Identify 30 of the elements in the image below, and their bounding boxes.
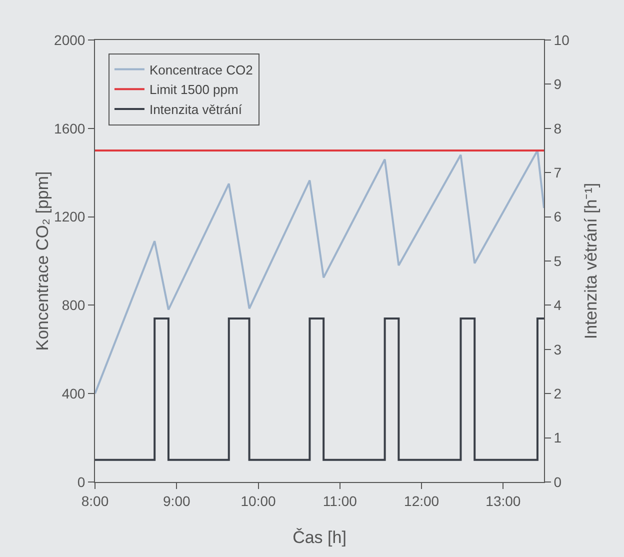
y2-tick-label: 3 — [554, 341, 562, 358]
x-tick-label: 9:00 — [163, 492, 190, 509]
x-tick-label: 13:00 — [486, 492, 521, 509]
y2-tick-label: 9 — [554, 76, 562, 92]
y2-tick-label: 1 — [554, 430, 562, 446]
legend-label: Limit 1500 ppm — [149, 82, 238, 98]
y2-axis-title: Intenzita větrání [h⁻¹] — [582, 182, 600, 340]
y-tick-label: 400 — [62, 386, 86, 402]
y2-tick-label: 5 — [554, 252, 562, 269]
x-tick-label: 11:00 — [322, 492, 358, 509]
y2-tick-label: 8 — [554, 120, 562, 136]
line-series — [95, 150, 544, 395]
x-axis-title: Čas [h] — [292, 528, 346, 547]
y2-tick-label: 4 — [554, 297, 562, 314]
y-tick-label: 2000 — [54, 32, 86, 48]
x-tick-label: 12:00 — [404, 492, 440, 509]
y-tick-label: 800 — [62, 297, 86, 314]
y2-tick-label: 6 — [554, 208, 562, 225]
x-tick-label: 8:00 — [81, 492, 109, 509]
y-tick-label: 0 — [77, 474, 86, 490]
legend-label: Koncentrace CO2 — [149, 62, 253, 78]
y2-tick-label: 7 — [554, 164, 562, 180]
y-tick-label: 1600 — [54, 120, 86, 136]
y2-tick-label: 10 — [554, 32, 570, 48]
legend-label: Intenzita větrání — [149, 102, 242, 118]
y-axis-title: Koncentrace CO₂ [ppm] — [33, 171, 52, 351]
y2-tick-label: 2 — [554, 386, 562, 402]
x-tick-label: 10:00 — [240, 492, 276, 509]
y-tick-label: 1200 — [54, 208, 86, 225]
y2-tick-label: 0 — [554, 474, 562, 490]
